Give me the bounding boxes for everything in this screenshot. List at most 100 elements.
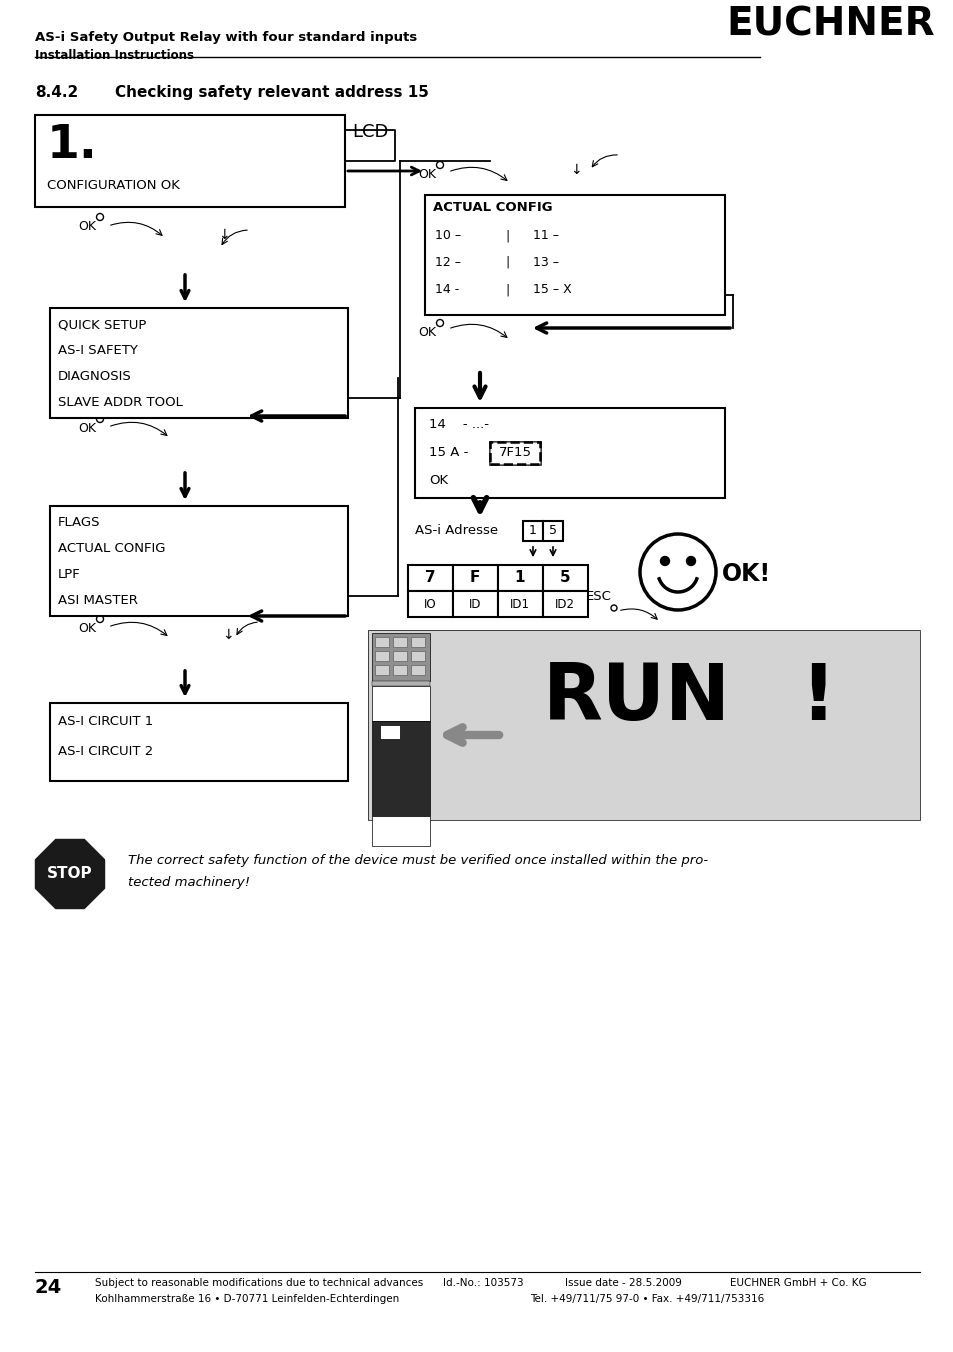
Text: ID2: ID2 — [555, 598, 575, 611]
Text: 14 -: 14 - — [435, 283, 458, 296]
Text: ID: ID — [468, 598, 480, 611]
Text: 7: 7 — [424, 571, 435, 585]
Text: |: | — [504, 256, 509, 269]
Bar — [453, 565, 497, 591]
Text: Subject to reasonable modifications due to technical advances: Subject to reasonable modifications due … — [95, 1278, 423, 1288]
Bar — [490, 442, 539, 464]
Bar — [379, 725, 399, 740]
Text: AS-I CIRCUIT 2: AS-I CIRCUIT 2 — [58, 745, 153, 758]
Text: RUN: RUN — [542, 660, 730, 735]
Bar — [490, 442, 539, 464]
Text: EUCHNER GmbH + Co. KG: EUCHNER GmbH + Co. KG — [729, 1278, 865, 1288]
Bar — [542, 591, 587, 617]
Text: 1.: 1. — [47, 123, 98, 168]
Bar — [375, 665, 389, 675]
Bar — [415, 408, 724, 498]
Bar — [411, 652, 424, 661]
Bar — [368, 630, 919, 821]
Text: AS-I SAFETY: AS-I SAFETY — [58, 343, 138, 357]
Text: SLAVE ADDR TOOL: SLAVE ADDR TOOL — [58, 396, 183, 410]
Text: ID1: ID1 — [510, 598, 530, 611]
Bar — [372, 633, 430, 681]
Text: LCD: LCD — [352, 123, 388, 141]
Text: OK: OK — [417, 168, 436, 181]
Polygon shape — [33, 837, 107, 911]
Text: AS-i Adresse: AS-i Adresse — [415, 525, 497, 537]
Text: 14    - ...-: 14 - ...- — [429, 418, 489, 431]
Text: ACTUAL CONFIG: ACTUAL CONFIG — [58, 542, 165, 556]
Text: |: | — [504, 283, 509, 296]
Text: ESC: ESC — [585, 589, 611, 603]
Text: |: | — [504, 228, 509, 242]
Circle shape — [639, 534, 716, 610]
Bar — [393, 665, 407, 675]
Bar — [375, 652, 389, 661]
Text: AS-i Safety Output Relay with four standard inputs: AS-i Safety Output Relay with four stand… — [35, 31, 416, 45]
Bar — [424, 279, 724, 303]
Text: 24: 24 — [35, 1278, 62, 1297]
Text: The correct safety function of the device must be verified once installed within: The correct safety function of the devic… — [128, 854, 707, 867]
Bar — [50, 711, 348, 737]
Text: 15 – X: 15 – X — [533, 283, 571, 296]
Text: 5: 5 — [559, 571, 570, 585]
Bar — [411, 665, 424, 675]
Text: !: ! — [800, 660, 835, 735]
Circle shape — [659, 557, 669, 565]
Bar — [542, 565, 587, 591]
Bar — [50, 366, 348, 389]
Text: 11 –: 11 – — [533, 228, 558, 242]
Bar — [542, 521, 562, 541]
Bar — [372, 685, 430, 721]
Text: DIAGNOSIS: DIAGNOSIS — [58, 370, 132, 383]
Text: tected machinery!: tected machinery! — [128, 876, 250, 890]
Text: 10 –: 10 – — [435, 228, 460, 242]
Text: Tel. +49/711/75 97-0 • Fax. +49/711/753316: Tel. +49/711/75 97-0 • Fax. +49/711/7533… — [530, 1294, 763, 1303]
Bar — [50, 538, 348, 562]
Text: OK: OK — [429, 475, 448, 487]
Text: LPF: LPF — [58, 568, 81, 581]
Text: F: F — [469, 571, 479, 585]
Text: Issue date - 28.5.2009: Issue date - 28.5.2009 — [564, 1278, 681, 1288]
Bar — [497, 565, 542, 591]
Bar — [424, 195, 724, 315]
Text: OK: OK — [78, 422, 96, 435]
Bar — [50, 703, 348, 781]
Text: AS-I CIRCUIT 1: AS-I CIRCUIT 1 — [58, 715, 153, 727]
Text: OK: OK — [78, 220, 96, 233]
Bar — [522, 521, 542, 541]
Circle shape — [686, 557, 695, 565]
Bar — [453, 591, 497, 617]
Bar — [372, 681, 430, 685]
Bar — [393, 637, 407, 648]
Text: EUCHNER: EUCHNER — [725, 5, 934, 45]
Text: OK: OK — [78, 622, 96, 635]
Text: 13 –: 13 – — [533, 256, 558, 269]
Text: FLAGS: FLAGS — [58, 516, 100, 529]
Text: Installation Instructions: Installation Instructions — [35, 49, 193, 62]
Text: ↓: ↓ — [569, 164, 581, 177]
Text: 8.4.2: 8.4.2 — [35, 85, 78, 100]
Text: Id.-No.: 103573: Id.-No.: 103573 — [442, 1278, 523, 1288]
Text: IO: IO — [423, 598, 436, 611]
Bar — [372, 721, 430, 817]
Text: STOP: STOP — [47, 867, 92, 882]
Text: ACTUAL CONFIG: ACTUAL CONFIG — [433, 201, 552, 214]
Text: ASI MASTER: ASI MASTER — [58, 594, 138, 607]
Text: 1: 1 — [529, 525, 537, 538]
Bar — [375, 637, 389, 648]
Bar — [393, 652, 407, 661]
Text: OK!: OK! — [721, 562, 770, 585]
Text: OK: OK — [417, 326, 436, 339]
Bar — [497, 591, 542, 617]
Text: 1: 1 — [515, 571, 525, 585]
Text: ↓: ↓ — [222, 627, 233, 642]
Bar — [50, 308, 348, 418]
Text: 15 A -: 15 A - — [429, 446, 468, 458]
Text: 5: 5 — [548, 525, 557, 538]
Text: Checking safety relevant address 15: Checking safety relevant address 15 — [115, 85, 429, 100]
Text: CONFIGURATION OK: CONFIGURATION OK — [47, 178, 180, 192]
Bar — [408, 565, 453, 591]
Text: QUICK SETUP: QUICK SETUP — [58, 318, 146, 331]
Text: 7F15: 7F15 — [498, 446, 531, 460]
Bar — [50, 506, 348, 617]
